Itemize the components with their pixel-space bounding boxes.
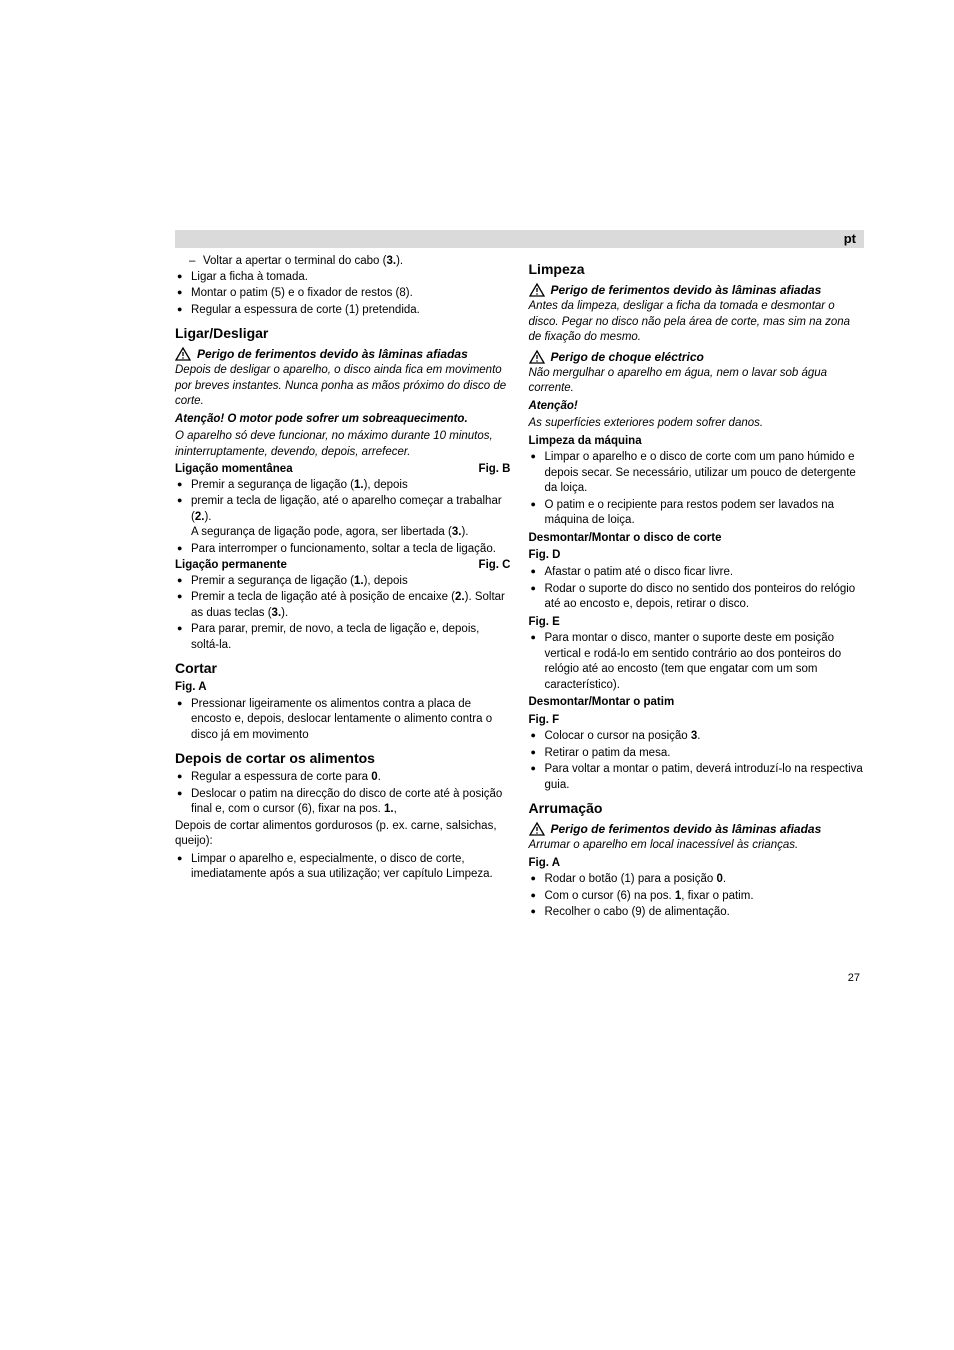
attention-label: Atenção! xyxy=(529,399,865,415)
list-item: Afastar o patim até o disco ficar livre. xyxy=(529,565,865,581)
bullet-list: Premir a segurança de ligação (1.), depo… xyxy=(175,478,511,558)
list-item: Ligar a ficha à tomada. xyxy=(175,270,511,286)
subheading-row: Ligação permanente Fig. C xyxy=(175,558,511,574)
warning-row: Perigo de choque eléctrico xyxy=(529,349,865,365)
list-item: Com o cursor (6) na pos. 1, fixar o pati… xyxy=(529,889,865,905)
section-heading: Depois de cortar os alimentos xyxy=(175,749,511,768)
figure-ref: Fig. B xyxy=(479,462,511,478)
left-column: Voltar a apertar o terminal do cabo (3.)… xyxy=(175,254,511,922)
bullet-list: Regular a espessura de corte para 0. Des… xyxy=(175,770,511,818)
list-item: Recolher o cabo (9) de alimentação. xyxy=(529,905,865,921)
list-item: premir a tecla de ligação, até o aparelh… xyxy=(175,494,511,541)
list-item: O patim e o recipiente para restos podem… xyxy=(529,498,865,529)
section-heading: Arrumação xyxy=(529,799,865,818)
list-item: Pressionar ligeiramente os alimentos con… xyxy=(175,697,511,744)
list-item: Rodar o botão (1) para a posição 0. xyxy=(529,872,865,888)
list-item: Deslocar o patim na direcção do disco de… xyxy=(175,787,511,818)
list-item: Montar o patim (5) e o fixador de restos… xyxy=(175,286,511,302)
subheading: Desmontar/Montar o patim xyxy=(529,695,865,711)
list-item: Premir a segurança de ligação (1.), depo… xyxy=(175,574,511,590)
paragraph: O aparelho só deve funcionar, no máximo … xyxy=(175,429,511,460)
warning-row: Perigo de ferimentos devido às lâminas a… xyxy=(175,346,511,362)
list-item: Para interromper o funcionamento, soltar… xyxy=(175,542,511,558)
page-number: 27 xyxy=(175,972,864,984)
list-item: Limpar o aparelho e o disco de corte com… xyxy=(529,450,865,497)
figure-ref: Fig. C xyxy=(479,558,511,574)
bullet-list: Colocar o cursor na posição 3. Retirar o… xyxy=(529,729,865,793)
warning-text: Perigo de ferimentos devido às lâminas a… xyxy=(551,821,822,837)
paragraph: Atenção! O motor pode sofrer um sobreaqu… xyxy=(175,412,511,428)
list-item: Premir a segurança de ligação (1.), depo… xyxy=(175,478,511,494)
list-item: Limpar o aparelho e, especialmente, o di… xyxy=(175,852,511,883)
section-heading: Cortar xyxy=(175,659,511,678)
warning-text: Perigo de ferimentos devido às lâminas a… xyxy=(197,346,468,362)
section-heading: Ligar/Desligar xyxy=(175,324,511,343)
intro-bullet-list: Ligar a ficha à tomada. Montar o patim (… xyxy=(175,270,511,319)
warning-text: Perigo de ferimentos devido às lâminas a… xyxy=(551,282,822,298)
section-heading: Limpeza xyxy=(529,260,865,279)
list-item: Para voltar a montar o patim, deverá int… xyxy=(529,762,865,793)
paragraph: Arrumar o aparelho em local inacessível … xyxy=(529,838,865,854)
header-bar: pt xyxy=(175,230,864,248)
figure-ref: Fig. A xyxy=(529,856,865,872)
subheading: Limpeza da máquina xyxy=(529,434,865,450)
bullet-list: Limpar o aparelho e o disco de corte com… xyxy=(529,450,865,529)
bullet-list: Pressionar ligeiramente os alimentos con… xyxy=(175,697,511,744)
warning-triangle-icon xyxy=(529,283,545,297)
two-column-layout: Voltar a apertar o terminal do cabo (3.)… xyxy=(175,254,864,922)
bullet-list: Afastar o patim até o disco ficar livre.… xyxy=(529,565,865,613)
warning-triangle-icon xyxy=(529,822,545,836)
language-code: pt xyxy=(844,231,856,246)
list-item: Colocar o cursor na posição 3. xyxy=(529,729,865,745)
subheading: Ligação momentânea xyxy=(175,462,293,478)
bullet-list: Rodar o botão (1) para a posição 0. Com … xyxy=(529,872,865,921)
intro-dash-list: Voltar a apertar o terminal do cabo (3.)… xyxy=(175,254,511,270)
bullet-list: Para montar o disco, manter o suporte de… xyxy=(529,631,865,693)
subheading: Ligação permanente xyxy=(175,558,287,574)
paragraph: Depois de cortar alimentos gordurosos (p… xyxy=(175,819,511,850)
figure-ref: Fig. A xyxy=(175,680,511,696)
paragraph: As superfícies exteriores podem sofrer d… xyxy=(529,416,865,432)
paragraph: Depois de desligar o aparelho, o disco a… xyxy=(175,363,511,410)
paragraph: Antes da limpeza, desligar a ficha da to… xyxy=(529,299,865,346)
warning-text: Perigo de choque eléctrico xyxy=(551,349,704,365)
page: pt Voltar a apertar o terminal do cabo (… xyxy=(0,0,954,1024)
bullet-list: Limpar o aparelho e, especialmente, o di… xyxy=(175,852,511,883)
figure-ref: Fig. E xyxy=(529,615,865,631)
list-item: Retirar o patim da mesa. xyxy=(529,746,865,762)
subheading: Desmontar/Montar o disco de corte xyxy=(529,531,865,547)
list-item: Voltar a apertar o terminal do cabo (3.)… xyxy=(175,254,511,270)
right-column: Limpeza Perigo de ferimentos devido às l… xyxy=(529,254,865,922)
warning-triangle-icon xyxy=(175,347,191,361)
figure-ref: Fig. F xyxy=(529,713,865,729)
list-item: Rodar o suporte do disco no sentido dos … xyxy=(529,582,865,613)
figure-ref: Fig. D xyxy=(529,548,865,564)
list-item: Regular a espessura de corte (1) pretend… xyxy=(175,303,511,319)
list-item: Premir a tecla de ligação até à posição … xyxy=(175,590,511,621)
warning-row: Perigo de ferimentos devido às lâminas a… xyxy=(529,821,865,837)
bullet-list: Premir a segurança de ligação (1.), depo… xyxy=(175,574,511,654)
paragraph: Não mergulhar o aparelho em água, nem o … xyxy=(529,366,865,397)
list-item: Regular a espessura de corte para 0. xyxy=(175,770,511,786)
subheading-row: Ligação momentânea Fig. B xyxy=(175,462,511,478)
list-item: Para montar o disco, manter o suporte de… xyxy=(529,631,865,693)
warning-row: Perigo de ferimentos devido às lâminas a… xyxy=(529,282,865,298)
warning-triangle-icon xyxy=(529,350,545,364)
list-item: Para parar, premir, de novo, a tecla de … xyxy=(175,622,511,653)
